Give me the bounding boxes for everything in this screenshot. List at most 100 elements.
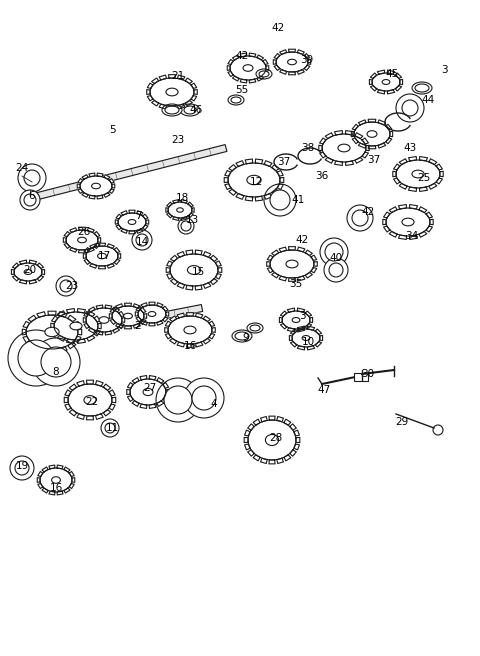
Polygon shape	[57, 465, 63, 469]
Polygon shape	[264, 161, 272, 167]
Polygon shape	[38, 483, 43, 489]
Polygon shape	[398, 205, 407, 209]
Polygon shape	[204, 252, 211, 257]
Polygon shape	[319, 145, 322, 151]
Polygon shape	[195, 285, 202, 290]
Polygon shape	[124, 303, 132, 306]
Polygon shape	[51, 323, 54, 329]
Polygon shape	[280, 177, 284, 182]
Polygon shape	[159, 75, 167, 80]
Polygon shape	[103, 409, 111, 416]
Polygon shape	[97, 173, 103, 176]
Text: 26: 26	[77, 227, 91, 237]
Circle shape	[56, 276, 76, 296]
Polygon shape	[232, 55, 239, 60]
Polygon shape	[253, 455, 260, 461]
Polygon shape	[104, 193, 110, 197]
Polygon shape	[216, 261, 221, 266]
Text: 42: 42	[295, 235, 309, 245]
Polygon shape	[280, 311, 287, 316]
Polygon shape	[378, 120, 385, 125]
Ellipse shape	[168, 316, 212, 344]
Circle shape	[178, 218, 194, 234]
Polygon shape	[149, 302, 155, 305]
Polygon shape	[294, 444, 300, 450]
Polygon shape	[284, 419, 291, 425]
Circle shape	[136, 234, 148, 246]
Ellipse shape	[138, 305, 166, 323]
Polygon shape	[121, 211, 127, 215]
Polygon shape	[408, 187, 417, 192]
Text: 16: 16	[183, 341, 197, 351]
Polygon shape	[96, 380, 103, 386]
Ellipse shape	[276, 52, 308, 72]
Polygon shape	[390, 131, 393, 136]
Polygon shape	[177, 252, 185, 257]
Polygon shape	[420, 157, 428, 161]
Polygon shape	[116, 225, 121, 230]
Polygon shape	[156, 321, 163, 325]
Polygon shape	[188, 202, 193, 207]
Polygon shape	[204, 283, 211, 289]
Polygon shape	[395, 73, 402, 79]
Polygon shape	[109, 404, 115, 410]
Ellipse shape	[118, 213, 146, 231]
Polygon shape	[37, 304, 203, 344]
Polygon shape	[109, 178, 114, 183]
Polygon shape	[277, 459, 284, 464]
Text: 10: 10	[301, 337, 314, 347]
Text: 30: 30	[361, 369, 374, 379]
Polygon shape	[261, 417, 267, 422]
Polygon shape	[229, 165, 236, 171]
Text: 13: 13	[185, 215, 199, 225]
Text: 42: 42	[235, 51, 249, 61]
Polygon shape	[165, 333, 171, 339]
Polygon shape	[87, 228, 95, 232]
Ellipse shape	[292, 318, 300, 323]
Polygon shape	[147, 90, 150, 94]
Polygon shape	[108, 244, 114, 249]
Polygon shape	[94, 316, 100, 322]
Polygon shape	[240, 53, 247, 57]
Ellipse shape	[40, 468, 72, 492]
Text: 34: 34	[406, 231, 419, 241]
Polygon shape	[290, 342, 297, 347]
Polygon shape	[97, 195, 103, 199]
Polygon shape	[12, 276, 19, 281]
Circle shape	[15, 461, 29, 475]
Polygon shape	[109, 314, 112, 318]
Polygon shape	[67, 308, 74, 313]
Polygon shape	[272, 272, 279, 278]
Ellipse shape	[112, 306, 144, 326]
Polygon shape	[384, 212, 390, 218]
Ellipse shape	[382, 79, 390, 85]
Polygon shape	[64, 232, 70, 237]
Polygon shape	[28, 316, 36, 321]
Ellipse shape	[412, 82, 432, 94]
Polygon shape	[113, 328, 120, 333]
Ellipse shape	[256, 69, 272, 79]
Polygon shape	[186, 250, 193, 255]
Polygon shape	[140, 319, 146, 325]
Ellipse shape	[170, 254, 218, 286]
Polygon shape	[368, 119, 376, 122]
Polygon shape	[29, 260, 36, 264]
Text: 3: 3	[299, 311, 305, 321]
Circle shape	[10, 456, 34, 480]
Polygon shape	[78, 329, 82, 335]
Polygon shape	[37, 276, 44, 281]
Polygon shape	[127, 396, 133, 401]
Polygon shape	[249, 79, 256, 83]
Circle shape	[24, 194, 36, 206]
Polygon shape	[109, 390, 115, 396]
Ellipse shape	[338, 144, 350, 152]
Text: 35: 35	[289, 279, 302, 289]
Ellipse shape	[52, 477, 60, 483]
Polygon shape	[59, 346, 67, 352]
Circle shape	[270, 190, 290, 210]
Polygon shape	[224, 177, 228, 182]
Polygon shape	[136, 306, 141, 311]
Polygon shape	[137, 211, 143, 215]
Polygon shape	[77, 414, 84, 419]
Polygon shape	[118, 254, 120, 258]
